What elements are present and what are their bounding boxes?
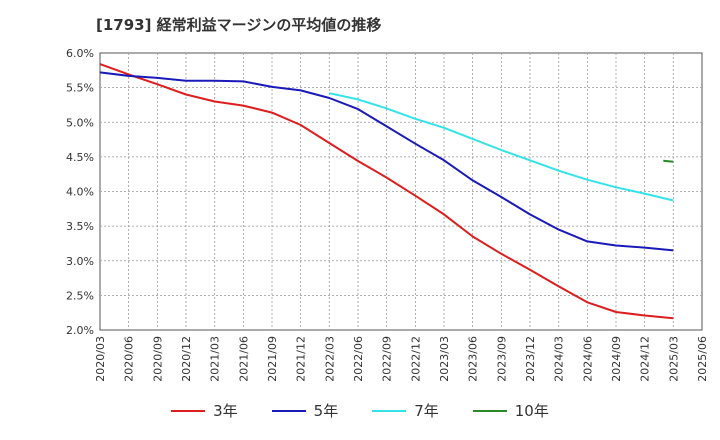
x-tick-label: 2025/06 (696, 336, 709, 382)
series-line-10年 (663, 159, 674, 163)
x-tick-label: 2022/09 (381, 336, 394, 382)
legend-label: 7年 (414, 402, 439, 420)
x-tick-label: 2020/12 (180, 336, 193, 382)
legend-item: 10年 (472, 400, 549, 421)
legend: 3年 5年 7年 10年 (0, 400, 720, 421)
series-layer (99, 63, 674, 320)
legend-item: 7年 (372, 400, 439, 421)
y-tick-label: 2.5% (66, 289, 94, 302)
x-tick-label: 2024/09 (610, 336, 623, 382)
legend-item: 3年 (171, 400, 238, 421)
legend-label: 3年 (213, 402, 238, 420)
legend-label: 10年 (514, 402, 549, 420)
axis-layer: 6.0%5.5%5.0%4.5%4.0%3.5%3.0%2.5%2.0%2020… (66, 47, 709, 382)
x-tick-label: 2021/06 (237, 336, 250, 382)
x-tick-label: 2022/12 (409, 336, 422, 382)
x-tick-label: 2024/06 (581, 336, 594, 382)
y-tick-label: 5.0% (66, 116, 94, 129)
x-tick-label: 2021/12 (295, 336, 308, 382)
x-tick-label: 2023/12 (524, 336, 537, 382)
x-tick-label: 2024/12 (639, 336, 652, 382)
legend-item: 5年 (271, 400, 339, 421)
series-line-3年 (99, 63, 674, 320)
x-tick-label: 2025/03 (667, 336, 680, 382)
y-tick-label: 6.0% (66, 47, 94, 60)
y-tick-label: 5.5% (66, 82, 94, 95)
y-tick-label: 2.0% (66, 324, 94, 337)
y-tick-label: 4.5% (66, 151, 94, 164)
x-tick-label: 2023/03 (438, 336, 451, 382)
x-tick-label: 2021/09 (266, 336, 279, 382)
chart-title: [1793] 経常利益マージンの平均値の推移 (96, 16, 382, 34)
x-tick-label: 2020/03 (94, 336, 107, 382)
grid-layer (99, 52, 703, 331)
x-tick-label: 2020/06 (123, 336, 136, 382)
legend-label: 5年 (313, 402, 339, 420)
y-tick-label: 4.0% (66, 186, 94, 199)
legend-swatch (171, 409, 206, 412)
x-tick-label: 2021/03 (209, 336, 222, 382)
x-tick-label: 2020/09 (151, 336, 164, 382)
x-tick-label: 2022/06 (352, 336, 365, 382)
y-tick-label: 3.5% (66, 220, 94, 233)
legend-swatch (271, 409, 306, 412)
series-line-5年 (99, 71, 674, 252)
x-tick-label: 2023/06 (467, 336, 480, 382)
legend-swatch (372, 409, 407, 412)
x-tick-label: 2024/03 (553, 336, 566, 382)
y-tick-label: 3.0% (66, 255, 94, 268)
x-tick-label: 2023/09 (495, 336, 508, 382)
legend-swatch (472, 409, 507, 412)
x-tick-label: 2022/03 (323, 336, 336, 382)
series-line-7年 (329, 92, 674, 202)
